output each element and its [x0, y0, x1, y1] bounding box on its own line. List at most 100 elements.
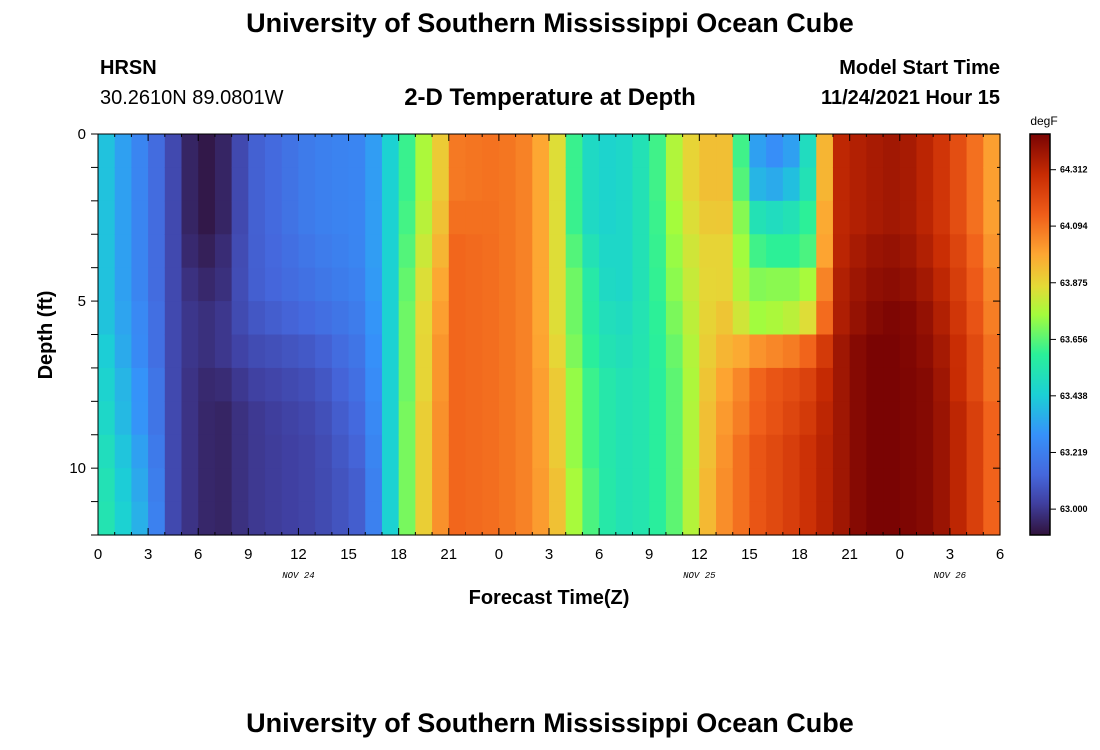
heatmap-cell	[565, 167, 583, 202]
heatmap-cell	[198, 234, 216, 269]
y-tick-label: 5	[78, 293, 86, 310]
heatmap-cell	[131, 134, 149, 169]
heatmap-cell	[615, 401, 634, 436]
footer-title: University of Southern Mississippi Ocean…	[246, 708, 854, 738]
heatmap-cell	[883, 434, 901, 469]
heatmap-cell	[649, 234, 667, 269]
heatmap-cell	[832, 334, 851, 369]
heatmap-cell	[315, 367, 333, 402]
heatmap-cell	[114, 501, 132, 536]
heatmap-cell	[231, 468, 249, 503]
heatmap-cell	[298, 301, 316, 336]
heatmap-cell	[866, 501, 884, 536]
heatmap-cell	[949, 234, 968, 269]
heatmap-cell	[415, 334, 433, 369]
heatmap-cell	[682, 267, 700, 302]
heatmap-cell	[899, 401, 918, 436]
heatmap-cell	[832, 468, 851, 503]
heatmap-cell	[181, 501, 199, 536]
heatmap-cell	[198, 367, 216, 402]
heatmap-cell	[348, 501, 366, 536]
heatmap-cell	[766, 167, 784, 202]
heatmap-cell	[549, 434, 567, 469]
heatmap-cell	[732, 434, 751, 469]
heatmap-cell	[933, 334, 951, 369]
heatmap-cell	[565, 301, 583, 336]
heatmap-cell	[432, 134, 450, 169]
heatmap-cell	[799, 200, 817, 235]
heatmap-cell	[532, 501, 550, 536]
heatmap-cell	[883, 367, 901, 402]
heatmap-cell	[515, 334, 533, 369]
x-tick-label: 12	[290, 546, 307, 563]
heatmap-cell	[699, 134, 717, 169]
heatmap-cell	[565, 468, 583, 503]
heatmap-cell	[298, 200, 316, 235]
heatmap-cell	[699, 301, 717, 336]
heatmap-cell	[515, 401, 533, 436]
heatmap-cell	[682, 401, 700, 436]
heatmap-cell	[832, 134, 851, 169]
heatmap-cell	[432, 434, 450, 469]
heatmap-cell	[448, 301, 467, 336]
heatmap-cell	[164, 234, 183, 269]
heatmap-cell	[248, 401, 266, 436]
heatmap-cell	[515, 367, 533, 402]
heatmap-cell	[331, 468, 350, 503]
heatmap-cell	[415, 234, 433, 269]
heatmap-cell	[114, 367, 132, 402]
heatmap-cell	[248, 167, 266, 202]
heatmap-cell	[148, 401, 166, 436]
heatmap-cell	[398, 434, 416, 469]
heatmap-cell	[148, 167, 166, 202]
heatmap-cell	[448, 501, 467, 536]
heatmap-cell	[899, 200, 918, 235]
heatmap-cell	[515, 434, 533, 469]
heatmap-cell	[582, 334, 600, 369]
heatmap-cell	[649, 367, 667, 402]
heatmap-cell	[749, 334, 767, 369]
heatmap-cell	[816, 167, 834, 202]
heatmap-cell	[432, 200, 450, 235]
station-coordinates: 30.2610N 89.0801W	[100, 87, 284, 109]
heatmap-cell	[532, 434, 550, 469]
heatmap-cell	[331, 167, 350, 202]
heatmap-cell	[482, 501, 500, 536]
heatmap-cell	[482, 267, 500, 302]
heatmap-cell	[732, 234, 751, 269]
heatmap-cell	[599, 167, 617, 202]
heatmap-cell	[181, 334, 199, 369]
heatmap-cell	[265, 434, 283, 469]
heatmap-cell	[599, 334, 617, 369]
heatmap-cell	[832, 401, 851, 436]
model-start-label: Model Start Time	[839, 57, 1000, 79]
heatmap-cell	[465, 301, 483, 336]
heatmap-cell	[365, 434, 383, 469]
heatmap-cell	[632, 401, 650, 436]
heatmap-cell	[949, 334, 968, 369]
heatmap-cell	[198, 334, 216, 369]
heatmap-cell	[331, 367, 350, 402]
heatmap-cell	[665, 334, 684, 369]
heatmap-cell	[164, 267, 183, 302]
heatmap-cell	[916, 167, 934, 202]
heatmap-cell	[866, 200, 884, 235]
heatmap-cell	[198, 134, 216, 169]
date-label: NOV 26	[934, 571, 967, 581]
heatmap-cell	[482, 234, 500, 269]
heatmap-cell	[899, 234, 918, 269]
heatmap-cells	[98, 134, 1001, 536]
heatmap-cell	[131, 234, 149, 269]
heatmap-cell	[498, 434, 517, 469]
heatmap-cell	[298, 267, 316, 302]
heatmap-cell	[498, 234, 517, 269]
heatmap-cell	[131, 367, 149, 402]
heatmap-cell	[832, 501, 851, 536]
heatmap-cell	[432, 267, 450, 302]
heatmap-cell	[665, 267, 684, 302]
heatmap-cell	[331, 267, 350, 302]
heatmap-cell	[98, 134, 116, 169]
heatmap-cell	[933, 234, 951, 269]
heatmap-cell	[682, 434, 700, 469]
heatmap-cell	[315, 468, 333, 503]
